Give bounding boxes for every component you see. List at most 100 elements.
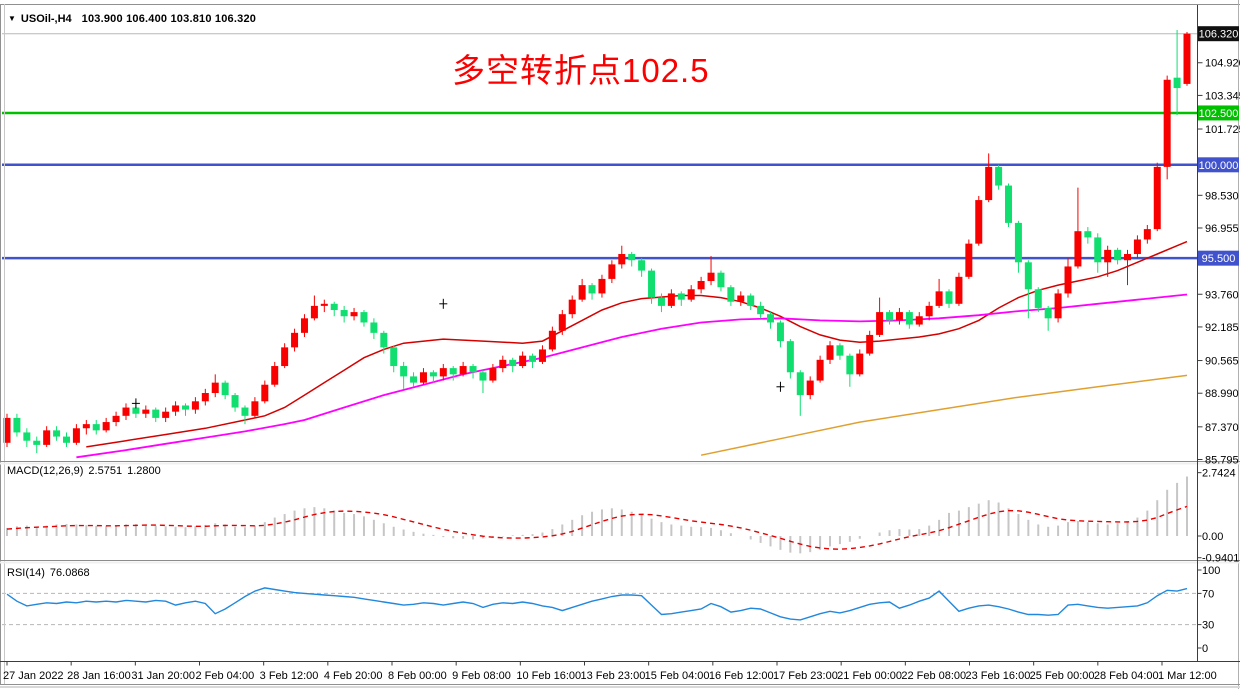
candle-90 [895, 312, 903, 321]
svg-text:28 Feb 04:00: 28 Feb 04:00 [1094, 670, 1159, 682]
svg-text:87.370: 87.370 [1205, 422, 1239, 434]
candle-1 [13, 417, 21, 433]
candle-2 [23, 432, 31, 441]
candle-15 [152, 409, 160, 418]
svg-text:27 Jan 2022: 27 Jan 2022 [3, 670, 64, 682]
candle-113 [1124, 254, 1132, 261]
candle-102 [1014, 222, 1022, 263]
candle-106 [1054, 293, 1062, 319]
chart-header: ▼ USOil-,H4 103.900 106.400 103.810 106.32… [8, 13, 256, 25]
candle-64 [638, 260, 646, 271]
candle-114 [1133, 239, 1141, 255]
time-axis[interactable]: 27 Jan 2022 28 Jan 16:00 31 Jan 20:00 2 Feb… [3, 661, 1217, 683]
svg-text:88.990: 88.990 [1205, 388, 1239, 400]
candle-48 [479, 372, 487, 381]
candle-96 [955, 276, 963, 304]
macd-axis[interactable]: 2.7424 0.00 -0.9401 [1197, 468, 1240, 565]
rsi-axis[interactable]: 100 70 30 0 [1197, 565, 1221, 655]
candle-7 [72, 428, 80, 443]
svg-text:103.345: 103.345 [1205, 90, 1240, 102]
candle-105 [1044, 307, 1052, 319]
candle-58 [578, 285, 586, 300]
svg-text:-0.9401: -0.9401 [1202, 553, 1239, 565]
candle-80 [796, 372, 804, 396]
svg-text:4 Feb 20:00: 4 Feb 20:00 [324, 670, 383, 682]
candle-63 [628, 254, 636, 261]
candle-22 [221, 382, 229, 396]
candle-89 [886, 312, 894, 321]
price-badge-100.000: 100.000 [1198, 157, 1239, 173]
candle-91 [905, 312, 913, 325]
svg-text:0: 0 [1202, 643, 1208, 655]
candle-16 [162, 411, 170, 418]
svg-text:93.760: 93.760 [1205, 289, 1239, 301]
candle-70 [697, 280, 705, 290]
candle-67 [667, 293, 675, 306]
candle-62 [618, 254, 626, 265]
svg-text:1 Mar 12:00: 1 Mar 12:00 [1158, 670, 1217, 682]
candle-37 [370, 322, 378, 333]
candle-6 [62, 436, 70, 443]
candle-14 [142, 409, 150, 414]
price-badge-102.500: 102.500 [1198, 105, 1239, 121]
candlestick-series[interactable] [3, 29, 1191, 454]
candle-41 [410, 376, 418, 383]
ma-orange-slow-line [700, 374, 1188, 456]
candle-94 [935, 291, 943, 306]
candle-5 [53, 430, 61, 437]
candle-104 [1034, 289, 1042, 308]
candle-51 [509, 359, 517, 367]
candle-119 [1183, 33, 1191, 84]
candle-50 [499, 359, 507, 369]
svg-text:92.185: 92.185 [1205, 322, 1239, 334]
candle-25 [251, 401, 259, 416]
chevron-down-icon[interactable]: ▼ [8, 14, 16, 23]
svg-text:13 Feb 23:00: 13 Feb 23:00 [581, 670, 646, 682]
candle-35 [350, 312, 358, 317]
rsi-value: 76.0868 [49, 567, 90, 579]
candle-82 [816, 359, 824, 381]
candle-10 [102, 422, 110, 431]
candle-112 [1114, 249, 1122, 261]
candle-12 [122, 407, 130, 416]
candle-57 [568, 299, 576, 315]
candle-115 [1143, 229, 1151, 240]
macd-main-value: 2.5751 [88, 465, 123, 477]
svg-text:15 Feb 04:00: 15 Feb 04:00 [645, 670, 710, 682]
rsi-panel[interactable] [2, 587, 1197, 626]
doji-cross-markers [131, 298, 785, 409]
svg-text:95.500: 95.500 [1202, 253, 1236, 265]
candle-0 [3, 417, 11, 443]
candle-45 [449, 368, 457, 375]
candle-97 [965, 243, 973, 277]
candle-117 [1163, 79, 1171, 167]
candle-9 [92, 424, 100, 431]
svg-text:31 Jan 20:00: 31 Jan 20:00 [131, 670, 195, 682]
candle-54 [538, 349, 546, 362]
price-axis[interactable]: 104.920 103.345 101.725 98.530 96.955 93.760 9… [1197, 26, 1240, 467]
candle-17 [172, 405, 180, 412]
candle-23 [231, 395, 239, 408]
candle-101 [1005, 185, 1013, 223]
price-level-lines[interactable] [2, 33, 1197, 260]
candle-46 [459, 366, 467, 375]
svg-text:106.320: 106.320 [1199, 29, 1239, 41]
candle-42 [419, 372, 427, 383]
candle-18 [181, 405, 189, 410]
candle-38 [380, 332, 388, 348]
candle-75 [747, 295, 755, 306]
svg-text:0.00: 0.00 [1202, 531, 1223, 543]
candle-32 [320, 303, 328, 306]
candle-34 [340, 310, 348, 317]
candle-21 [211, 382, 219, 394]
candle-76 [757, 305, 765, 315]
candle-26 [261, 384, 269, 402]
svg-text:16 Feb 12:00: 16 Feb 12:00 [709, 670, 774, 682]
svg-text:3 Feb 12:00: 3 Feb 12:00 [260, 670, 319, 682]
candle-93 [925, 305, 933, 317]
candle-36 [360, 312, 368, 323]
candle-84 [836, 345, 844, 356]
